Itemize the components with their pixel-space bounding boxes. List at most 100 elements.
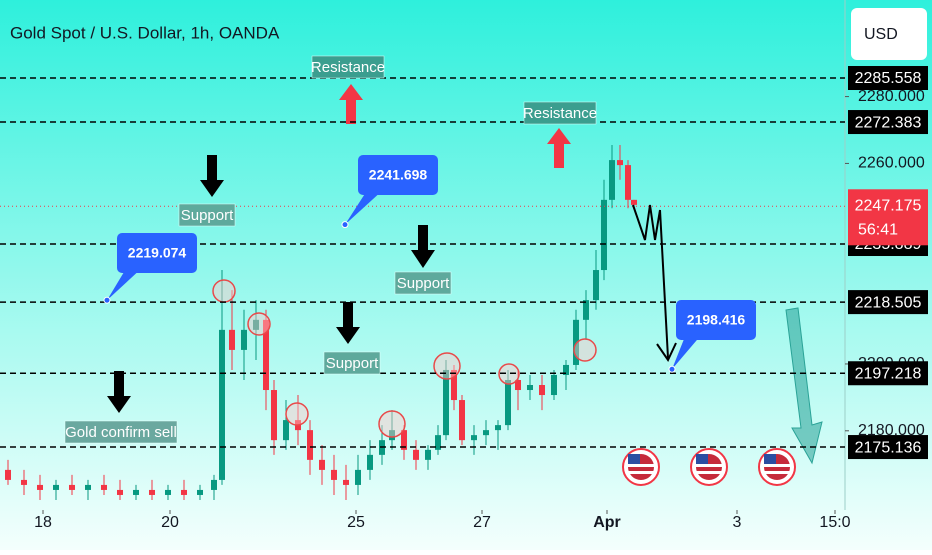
callout-point xyxy=(103,296,111,304)
candle-body xyxy=(165,489,171,495)
candle-body xyxy=(573,319,579,365)
candle-body xyxy=(241,329,247,350)
candle-body xyxy=(117,489,123,495)
x-tick-label: 25 xyxy=(347,514,365,531)
currency-button[interactable] xyxy=(851,8,927,60)
candle-body xyxy=(443,369,449,436)
y-tick-label: 2280.000 xyxy=(858,88,925,105)
candle-body xyxy=(505,379,511,426)
callout-point xyxy=(341,221,349,229)
candle-body xyxy=(319,459,325,470)
annotation-box xyxy=(394,271,452,295)
level-box xyxy=(848,290,928,315)
candle-body xyxy=(85,484,91,490)
candle-body xyxy=(601,199,607,271)
level-box xyxy=(848,361,928,386)
candle-body xyxy=(625,165,631,200)
x-tick-label: Apr xyxy=(593,514,621,531)
current-price-label: 2247.175 xyxy=(855,198,922,215)
candle-body xyxy=(219,329,225,480)
candle-body xyxy=(253,319,259,330)
y-tick-label: 2180.000 xyxy=(858,422,925,439)
candle-body xyxy=(425,449,431,460)
callout-box xyxy=(117,233,197,273)
annotation-label: Resistance xyxy=(311,59,385,76)
candle-body xyxy=(101,484,107,490)
candle-body xyxy=(459,400,465,441)
callout-pointer xyxy=(345,189,384,225)
candle-body xyxy=(331,469,337,480)
candle-body xyxy=(539,385,545,396)
annotation-box xyxy=(64,420,178,444)
callout-pointer xyxy=(672,334,702,370)
callout-box xyxy=(676,300,756,340)
candle-body xyxy=(69,484,75,490)
countdown-label: 56:41 xyxy=(858,222,898,239)
x-tick-label: 27 xyxy=(473,514,491,531)
projection-path xyxy=(632,204,669,359)
candle-body xyxy=(355,469,361,485)
candle-body xyxy=(211,479,217,490)
annotation-label: Gold confirm sell xyxy=(65,424,177,441)
callout-label: 2241.698 xyxy=(369,167,428,183)
annotation-label: Support xyxy=(326,355,379,372)
chart-title: Gold Spot / U.S. Dollar, 1h, OANDA xyxy=(10,23,280,42)
level-box xyxy=(848,435,928,460)
candle-body xyxy=(609,160,615,200)
currency-label[interactable]: USD xyxy=(864,26,898,43)
candle-body xyxy=(551,374,557,396)
projection-head xyxy=(656,342,677,363)
callout-box xyxy=(358,155,438,195)
candle-body xyxy=(283,420,289,441)
candle-body xyxy=(495,425,501,431)
candle-body xyxy=(5,469,11,480)
candle-body xyxy=(307,430,313,460)
annotation-box xyxy=(523,101,597,125)
candle-body xyxy=(133,489,139,495)
x-tick-label: 18 xyxy=(34,514,52,531)
candle-body xyxy=(631,199,637,205)
candle-body xyxy=(471,435,477,441)
candle-body xyxy=(413,449,419,460)
annotation-label: Support xyxy=(397,275,450,292)
candle-body xyxy=(229,329,235,350)
candle-body xyxy=(451,369,457,401)
candle-body xyxy=(435,435,441,450)
callout-pointer xyxy=(107,267,143,301)
level-label: 2197.218 xyxy=(855,365,922,382)
annotation-box xyxy=(311,55,385,79)
annotation-label: Support xyxy=(181,207,234,224)
annotation-label: Resistance xyxy=(523,105,597,122)
candle-body xyxy=(263,319,269,391)
down-arrows xyxy=(107,155,435,413)
candle-body xyxy=(21,479,27,485)
annotation-box xyxy=(178,203,236,227)
x-tick-label: 20 xyxy=(161,514,179,531)
x-tick-label: 15:0 xyxy=(819,514,850,531)
candle-body xyxy=(483,430,489,436)
candle-body xyxy=(389,430,395,441)
up-arrows xyxy=(339,84,571,168)
y-tick-label: 2260.000 xyxy=(858,155,925,172)
candle-body xyxy=(343,479,349,485)
event-icons xyxy=(622,448,796,486)
level-label: 2285.558 xyxy=(855,70,922,87)
candle-body xyxy=(563,364,569,375)
target-arrow xyxy=(785,307,823,465)
callout-point xyxy=(668,365,676,373)
level-label: 2218.505 xyxy=(855,294,922,311)
candle-body xyxy=(367,454,373,470)
candle-body xyxy=(37,484,43,490)
candle-body xyxy=(271,390,277,441)
callout-label: 2198.416 xyxy=(687,312,746,328)
level-label: 2272.383 xyxy=(855,114,922,131)
candle-body xyxy=(515,379,521,391)
candle-body xyxy=(593,270,599,301)
callout-label: 2219.074 xyxy=(128,245,187,261)
candle-body xyxy=(53,484,59,490)
candle-body xyxy=(197,489,203,495)
candle-body xyxy=(149,489,155,495)
level-box xyxy=(848,110,928,135)
